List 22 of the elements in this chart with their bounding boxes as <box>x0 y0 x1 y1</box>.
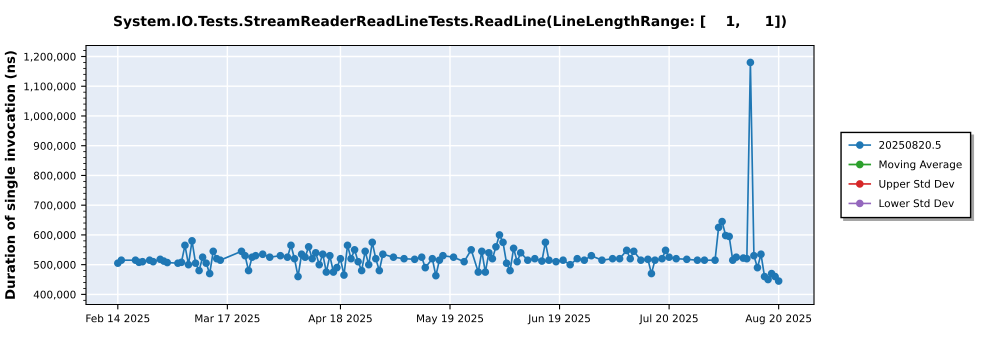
x-tick-label: Jun 19 2025 <box>528 314 590 324</box>
legend-label: Upper Std Dev <box>879 180 954 190</box>
y-tick-label: 500,000 <box>34 260 76 270</box>
x-tick-label: Aug 20 2025 <box>745 314 812 324</box>
y-axis-title: Duration of single invocation (ns) <box>4 51 18 299</box>
y-tick-label: 400,000 <box>34 290 76 300</box>
y-tick-label: 1,100,000 <box>24 82 76 92</box>
x-tick-label: Apr 18 2025 <box>308 314 372 324</box>
y-tick-label: 800,000 <box>34 172 76 181</box>
chart-title: System.IO.Tests.StreamReaderReadLineTests.ReadLine(LineLengthRange: [ 1, 1]) <box>114 16 786 30</box>
legend-label: Moving Average <box>880 160 962 170</box>
x-tick-label: Mar 17 2025 <box>195 314 260 322</box>
x-tick-label: May 19 2025 <box>417 314 484 324</box>
y-tick-label: 700,000 <box>34 201 76 210</box>
y-tick-label: 900,000 <box>34 142 76 151</box>
y-tick-label: 600,000 <box>34 231 76 240</box>
legend-label: 20250820.5 <box>879 140 941 149</box>
y-tick-label: 1,200,000 <box>24 52 76 62</box>
y-tick-label: 1,000,000 <box>24 112 76 122</box>
x-tick-label: Jul 20 2025 <box>639 314 698 324</box>
legend-label: Lower Std Dev <box>880 199 954 208</box>
x-tick-label: Feb 14 2025 <box>86 314 150 322</box>
